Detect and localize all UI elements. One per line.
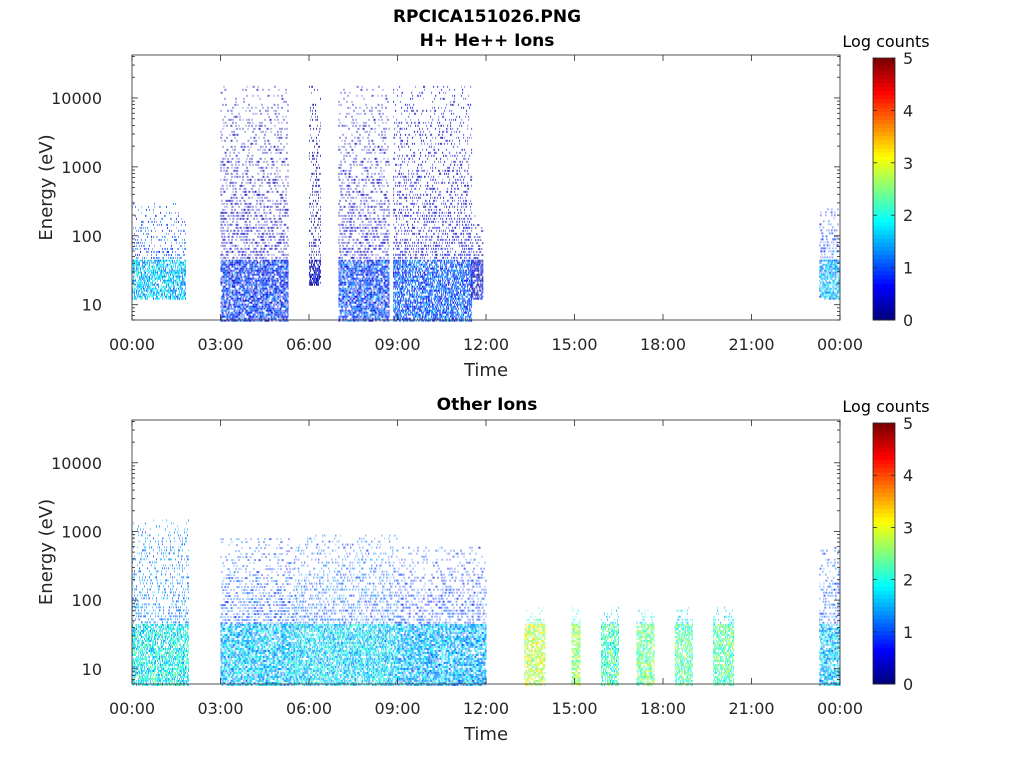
spectrogram-data xyxy=(132,85,841,322)
activity-block xyxy=(636,609,655,686)
colorbar-tick-label: 1 xyxy=(903,259,913,278)
x-tick-label: 15:00 xyxy=(551,699,597,718)
y-axis-ticks xyxy=(132,56,840,321)
colorbar-label: Log counts xyxy=(842,397,929,416)
x-tick-label: 00:00 xyxy=(109,335,155,354)
activity-block xyxy=(220,538,295,686)
colorbar-tick-label: 3 xyxy=(903,518,913,537)
activity-block xyxy=(524,606,546,686)
colorbar-tick-label: 5 xyxy=(903,49,913,68)
activity-block xyxy=(471,215,484,300)
activity-block xyxy=(713,606,735,686)
x-tick-label: 06:00 xyxy=(286,699,332,718)
activity-block xyxy=(397,546,487,686)
activity-block xyxy=(819,208,841,300)
y-axis-ticks xyxy=(132,421,840,685)
x-tick-label: 21:00 xyxy=(728,335,774,354)
x-tick-label: 06:00 xyxy=(286,335,332,354)
activity-block xyxy=(674,606,693,686)
activity-block xyxy=(571,606,581,686)
activity-block xyxy=(294,534,399,686)
x-tick-label: 18:00 xyxy=(640,699,686,718)
x-axis-label: Time xyxy=(463,360,508,381)
x-tick-label: 09:00 xyxy=(374,335,420,354)
x-tick-label: 03:00 xyxy=(197,699,243,718)
figure-title: RPCICA151026.PNG xyxy=(0,7,974,27)
colorbar-tick-label: 4 xyxy=(903,101,913,120)
colorbar-label: Log counts xyxy=(842,32,929,51)
x-tick-label: 12:00 xyxy=(463,335,509,354)
activity-block xyxy=(601,606,619,686)
colorbar-tick-label: 5 xyxy=(903,414,913,433)
y-tick-label: 1000 xyxy=(61,522,102,541)
activity-block xyxy=(132,202,186,300)
colorbar-tick-label: 4 xyxy=(903,466,913,485)
y-tick-label: 100 xyxy=(71,591,102,610)
colorbar-tick-label: 3 xyxy=(903,154,913,173)
activity-block xyxy=(338,85,390,322)
y-axis-label: Energy (eV) xyxy=(36,499,57,605)
x-tick-label: 21:00 xyxy=(728,699,774,718)
x-tick-label: 15:00 xyxy=(551,335,597,354)
y-tick-label: 10000 xyxy=(51,89,102,108)
spectrogram-data xyxy=(132,519,841,686)
activity-block xyxy=(132,519,189,686)
colorbar-tick-label: 0 xyxy=(903,311,913,330)
y-tick-label: 10 xyxy=(82,296,102,315)
activity-block xyxy=(309,85,321,286)
x-tick-label: 03:00 xyxy=(197,335,243,354)
y-tick-label: 100 xyxy=(71,227,102,246)
y-axis-label: Energy (eV) xyxy=(36,134,57,240)
y-tick-label: 10 xyxy=(82,660,102,679)
activity-block xyxy=(220,85,289,322)
y-tick-label: 1000 xyxy=(61,158,102,177)
x-tick-label: 12:00 xyxy=(463,699,509,718)
colorbar-tick-label: 0 xyxy=(903,675,913,694)
panel-1-title: H+ He++ Ions xyxy=(0,31,974,51)
colorbar-tick-label: 2 xyxy=(903,206,913,225)
colorbar-tick-label: 2 xyxy=(903,571,913,590)
x-tick-label: 00:00 xyxy=(817,335,863,354)
x-axis-label: Time xyxy=(463,724,508,745)
x-tick-label: 18:00 xyxy=(640,335,686,354)
activity-block xyxy=(393,85,473,322)
y-tick-label: 10000 xyxy=(51,454,102,473)
x-tick-label: 00:00 xyxy=(817,699,863,718)
panel-2-title: Other Ions xyxy=(0,395,974,415)
colorbar-tick-label: 1 xyxy=(903,623,913,642)
x-tick-label: 00:00 xyxy=(109,699,155,718)
x-tick-label: 09:00 xyxy=(374,699,420,718)
